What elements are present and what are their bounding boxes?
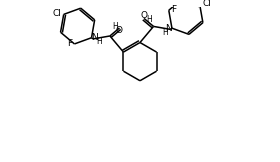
Text: Cl: Cl <box>202 0 211 8</box>
Text: O: O <box>116 26 123 35</box>
Text: H: H <box>96 37 102 46</box>
Text: N: N <box>165 24 172 33</box>
Text: O: O <box>141 11 148 20</box>
Text: H: H <box>146 15 152 24</box>
Text: F: F <box>67 39 72 48</box>
Text: F: F <box>171 5 176 14</box>
Text: H: H <box>112 22 118 31</box>
Text: N: N <box>92 34 98 42</box>
Text: H: H <box>162 28 168 37</box>
Text: Cl: Cl <box>53 9 61 18</box>
